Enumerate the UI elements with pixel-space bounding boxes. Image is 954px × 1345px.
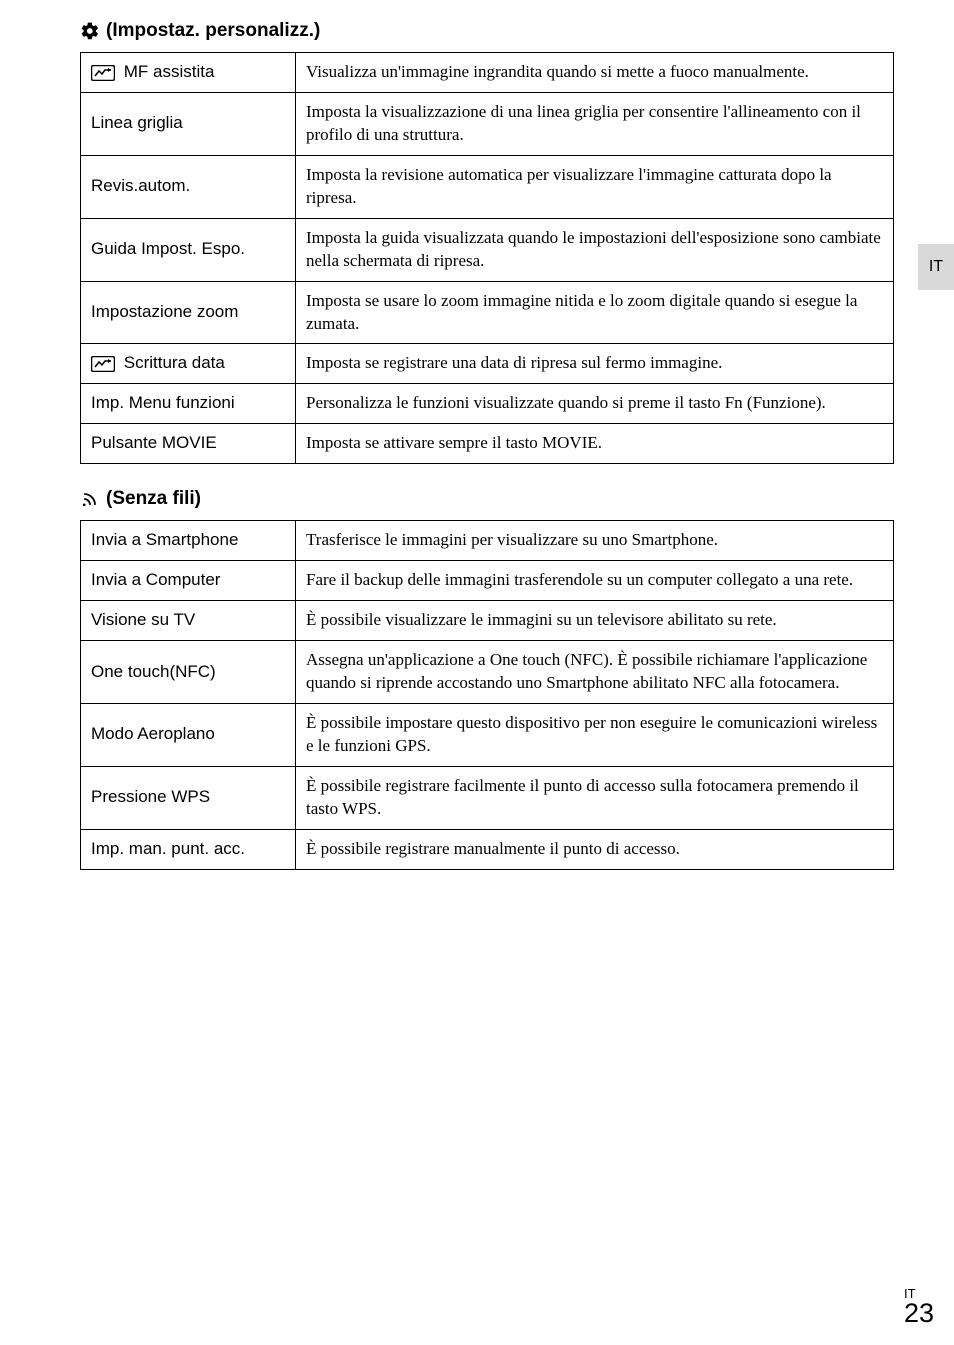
table-row: Pulsante MOVIE Imposta se attivare sempre… — [81, 424, 894, 464]
setting-description: Imposta se usare lo zoom immagine nitida… — [296, 281, 894, 344]
page-footer: IT 23 — [904, 1287, 934, 1327]
setting-description: Visualizza un'immagine ingrandita quando… — [296, 53, 894, 93]
setting-label: Guida Impost. Espo. — [81, 218, 296, 281]
table-row: Modo AeroplanoÈ possibile impostare ques… — [81, 703, 894, 766]
table-row: MF assistita Visualizza un'immagine ingra… — [81, 53, 894, 93]
setting-label: Linea griglia — [81, 92, 296, 155]
table-row: Pressione WPSÈ possibile registrare faci… — [81, 766, 894, 829]
section-title-custom-text: (Impostaz. personalizz.) — [106, 20, 320, 42]
setting-description: Imposta se attivare sempre il tasto MOVI… — [296, 424, 894, 464]
setting-label-text: Linea griglia — [91, 113, 183, 132]
setting-label: Impostazione zoom — [81, 281, 296, 344]
wireless-settings-table: Invia a SmartphoneTrasferisce le immagin… — [80, 520, 894, 869]
setting-description: È possibile visualizzare le immagini su … — [296, 601, 894, 641]
setting-description: Trasferisce le immagini per visualizzare… — [296, 521, 894, 561]
footer-page-number: 23 — [904, 1300, 934, 1327]
setting-label: Modo Aeroplano — [81, 703, 296, 766]
table-row: Invia a SmartphoneTrasferisce le immagin… — [81, 521, 894, 561]
setting-description: Assegna un'applicazione a One touch (NFC… — [296, 641, 894, 704]
setting-label-text: MF assistita — [124, 62, 215, 81]
setting-label-text: Impostazione zoom — [91, 302, 238, 321]
table-row: Guida Impost. Espo. Imposta la guida visu… — [81, 218, 894, 281]
setting-label-text: Pulsante MOVIE — [91, 433, 217, 452]
table-row: Imp. man. punt. acc.È possibile registra… — [81, 829, 894, 869]
setting-description: È possibile registrare manualmente il pu… — [296, 829, 894, 869]
table-row: Imp. Menu funzioni Personalizza le funzio… — [81, 384, 894, 424]
table-row: One touch(NFC)Assegna un'applicazione a … — [81, 641, 894, 704]
table-row: Visione su TVÈ possibile visualizzare le… — [81, 601, 894, 641]
setting-label: Scrittura data — [81, 344, 296, 384]
setting-description: Imposta la visualizzazione di una linea … — [296, 92, 894, 155]
table-row: Linea griglia Imposta la visualizzazione … — [81, 92, 894, 155]
setting-description: Imposta se registrare una data di ripres… — [296, 344, 894, 384]
table-row: Scrittura data Imposta se registrare una … — [81, 344, 894, 384]
section-title-wireless-text: (Senza fili) — [106, 488, 201, 510]
gear-icon — [80, 21, 100, 41]
setting-description: Imposta la revisione automatica per visu… — [296, 155, 894, 218]
table-row: Revis.autom. Imposta la revisione automat… — [81, 155, 894, 218]
setting-label: Visione su TV — [81, 601, 296, 641]
setting-label-text: Scrittura data — [124, 353, 225, 372]
wireless-icon — [80, 489, 100, 509]
camera-icon — [91, 62, 119, 81]
setting-label: Imp. man. punt. acc. — [81, 829, 296, 869]
setting-label: One touch(NFC) — [81, 641, 296, 704]
setting-description: Personalizza le funzioni visualizzate qu… — [296, 384, 894, 424]
side-tab-label: IT — [929, 258, 943, 276]
setting-label: Revis.autom. — [81, 155, 296, 218]
setting-description: Imposta la guida visualizzata quando le … — [296, 218, 894, 281]
setting-label: Invia a Smartphone — [81, 521, 296, 561]
setting-label: Pulsante MOVIE — [81, 424, 296, 464]
table-row: Impostazione zoom Imposta se usare lo zoo… — [81, 281, 894, 344]
section-title-custom: (Impostaz. personalizz.) — [80, 20, 894, 42]
section-title-wireless: (Senza fili) — [80, 488, 894, 510]
custom-settings-table: MF assistita Visualizza un'immagine ingra… — [80, 52, 894, 464]
setting-label: MF assistita — [81, 53, 296, 93]
setting-description: È possibile registrare facilmente il pun… — [296, 766, 894, 829]
setting-description: Fare il backup delle immagini trasferend… — [296, 561, 894, 601]
setting-label-text: Revis.autom. — [91, 176, 190, 195]
setting-label-text: Imp. Menu funzioni — [91, 393, 235, 412]
table-row: Invia a ComputerFare il backup delle imm… — [81, 561, 894, 601]
side-language-tab: IT — [918, 244, 954, 290]
setting-label: Invia a Computer — [81, 561, 296, 601]
setting-label: Imp. Menu funzioni — [81, 384, 296, 424]
camera-icon — [91, 353, 119, 372]
setting-label-text: Guida Impost. Espo. — [91, 239, 245, 258]
setting-description: È possibile impostare questo dispositivo… — [296, 703, 894, 766]
setting-label: Pressione WPS — [81, 766, 296, 829]
